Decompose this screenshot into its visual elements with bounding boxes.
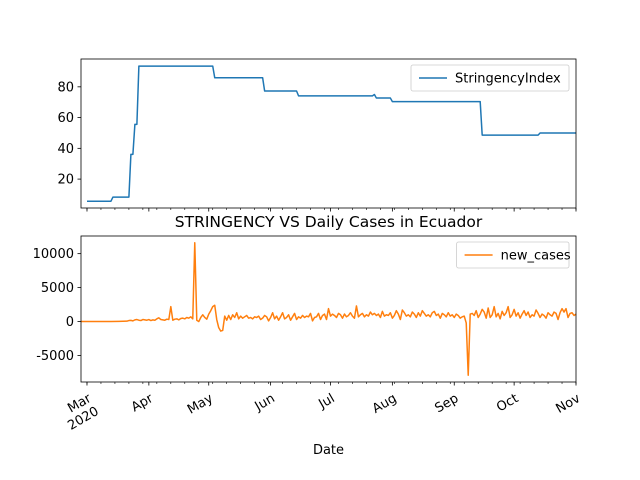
- series-line-stringencyindex: [86, 65, 576, 202]
- x-tick-label: Jul: [316, 391, 338, 412]
- x-tick-label-group: Jul: [316, 391, 338, 412]
- y-tick-label: 10000: [33, 247, 74, 262]
- y-tick-label: -5000: [36, 349, 74, 364]
- y-tick-label: 20: [57, 173, 74, 188]
- cases-series-layer: [81, 242, 577, 376]
- stringency-panel: 20 40 60 80 StringencyIndex: [57, 58, 577, 212]
- y-tick-label: 40: [57, 142, 74, 157]
- legend-label: new_cases: [501, 249, 571, 264]
- y-tick-label: 0: [66, 315, 74, 330]
- stringency-axes-frame: [80, 58, 577, 209]
- legend-box: [410, 64, 570, 92]
- legend-label: StringencyIndex: [455, 72, 561, 87]
- cases-legend: new_cases: [456, 241, 571, 269]
- x-axis-label: Date: [313, 443, 344, 458]
- cases-y-axis: -5000 0 5000 10000: [33, 247, 81, 364]
- legend-box: [456, 241, 570, 269]
- stringency-series-layer: [86, 65, 576, 202]
- cases-axes-frame: [80, 235, 577, 383]
- y-tick-label: 80: [57, 80, 74, 95]
- y-tick-label: 5000: [41, 281, 74, 296]
- stringency-y-axis: 20 40 60 80: [57, 80, 81, 188]
- series-line-new-cases: [81, 242, 577, 376]
- chart-title: STRINGENCY VS Daily Cases in Ecuador: [175, 213, 483, 231]
- cases-panel: STRINGENCY VS Daily Cases in Ecuador -50…: [33, 213, 584, 458]
- stringency-legend: StringencyIndex: [410, 64, 570, 92]
- y-tick-label: 60: [57, 111, 74, 126]
